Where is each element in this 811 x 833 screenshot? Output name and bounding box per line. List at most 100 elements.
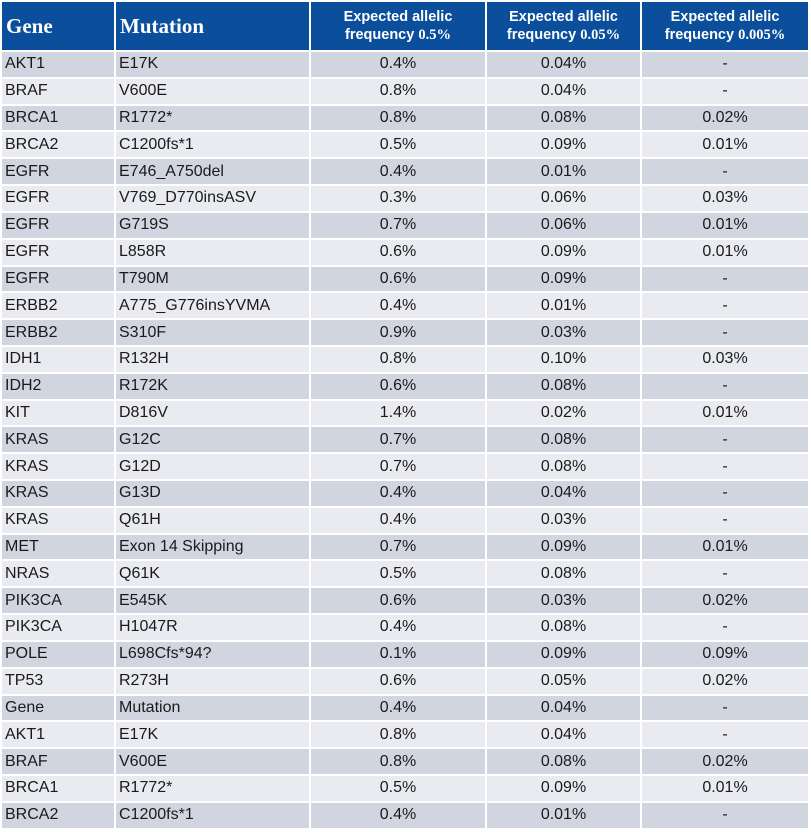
freq-0005-cell: 0.03% [640, 344, 810, 374]
table-row: BRAF V600E 0.8% 0.08% 0.02% [0, 747, 810, 776]
table-row: KRAS G12D 0.7% 0.08% - [0, 452, 810, 481]
table-row: KIT D816V 1.4% 0.02% 0.01% [0, 398, 810, 428]
gene-cell: KIT [0, 398, 116, 428]
header-freq-value: 0.5% [418, 27, 451, 43]
freq-05-cell: 0.6% [309, 371, 487, 401]
freq-0005-cell: - [640, 318, 810, 347]
header-freq-value: 0.005% [738, 27, 786, 43]
mutation-cell: Q61K [114, 559, 311, 589]
freq-005-cell: 0.08% [485, 747, 642, 776]
table-row: PIK3CA H1047R 0.4% 0.08% - [0, 613, 810, 642]
freq-05-cell: 0.7% [309, 425, 487, 455]
table-row: EGFR E746_A750del 0.4% 0.01% - [0, 157, 810, 187]
mutation-cell: R1772* [114, 103, 311, 133]
gene-cell: ERBB2 [0, 291, 116, 321]
freq-05-cell: 0.4% [309, 479, 487, 508]
mutation-cell: V769_D770insASV [114, 184, 311, 213]
freq-05-cell: 0.3% [309, 184, 487, 213]
freq-0005-cell: - [640, 76, 810, 106]
freq-05-cell: 0.8% [309, 76, 487, 106]
freq-0005-cell: 0.01% [640, 398, 810, 428]
gene-cell: BRCA2 [0, 130, 116, 160]
freq-05-cell: 0.6% [309, 264, 487, 294]
table-body: AKT1 E17K 0.4% 0.04% - BRAF V600E 0.8% 0.04% - BRC… [0, 50, 810, 831]
freq-005-cell: 0.01% [485, 291, 642, 321]
table-row: KRAS G12C 0.7% 0.08% - [0, 425, 810, 455]
table-row: BRCA2 C1200fs*1 0.4% 0.01% - [0, 800, 810, 831]
table-row: AKT1 E17K 0.8% 0.04% - [0, 720, 810, 750]
freq-005-cell: 0.09% [485, 639, 642, 669]
table-row: MET Exon 14 Skipping 0.7% 0.09% 0.01% [0, 532, 810, 562]
mutation-cell: E17K [114, 720, 311, 750]
freq-005-cell: 0.10% [485, 344, 642, 374]
gene-cell: IDH1 [0, 344, 116, 374]
header-freq-label: Expected allelic [343, 9, 453, 25]
freq-0005-cell: - [640, 157, 810, 187]
freq-0005-cell: 0.03% [640, 184, 810, 213]
freq-05-cell: 0.4% [309, 291, 487, 321]
header-freq-0005: Expected allelic frequency 0.005% [640, 0, 810, 52]
freq-0005-cell: - [640, 291, 810, 321]
table-row: ERBB2 A775_G776insYVMA 0.4% 0.01% - [0, 291, 810, 321]
header-freq-word: frequency [664, 27, 735, 43]
gene-cell: BRCA2 [0, 800, 116, 831]
mutation-cell: T790M [114, 264, 311, 294]
table-row: EGFR V769_D770insASV 0.3% 0.06% 0.03% [0, 184, 810, 213]
freq-0005-cell: 0.02% [640, 747, 810, 776]
freq-0005-cell: - [640, 559, 810, 589]
freq-05-cell: 0.5% [309, 559, 487, 589]
mutation-cell: R132H [114, 344, 311, 374]
freq-05-cell: 0.4% [309, 693, 487, 723]
gene-cell: PIK3CA [0, 613, 116, 642]
freq-0005-cell: - [640, 371, 810, 401]
table-row: IDH1 R132H 0.8% 0.10% 0.03% [0, 344, 810, 374]
freq-05-cell: 0.5% [309, 130, 487, 160]
mutation-cell: G13D [114, 479, 311, 508]
freq-05-cell: 0.8% [309, 747, 487, 776]
gene-cell: NRAS [0, 559, 116, 589]
mutation-cell: E17K [114, 50, 311, 79]
freq-0005-cell: 0.02% [640, 666, 810, 696]
header-row: Gene Mutation Expected allelic frequency… [0, 0, 810, 52]
freq-05-cell: 0.7% [309, 452, 487, 481]
freq-0005-cell: 0.02% [640, 586, 810, 616]
gene-cell: ERBB2 [0, 318, 116, 347]
mutation-cell: E746_A750del [114, 157, 311, 187]
freq-0005-cell: 0.09% [640, 639, 810, 669]
freq-05-cell: 0.8% [309, 103, 487, 133]
freq-05-cell: 0.8% [309, 344, 487, 374]
header-freq-word: frequency [345, 27, 415, 43]
table-row: EGFR T790M 0.6% 0.09% - [0, 264, 810, 294]
freq-05-cell: 0.6% [309, 237, 487, 267]
mutation-cell: A775_G776insYVMA [114, 291, 311, 321]
mutation-cell: G12D [114, 452, 311, 481]
freq-005-cell: 0.02% [485, 398, 642, 428]
mutation-cell: D816V [114, 398, 311, 428]
header-gene: Gene [0, 0, 116, 52]
table-row: BRCA1 R1772* 0.8% 0.08% 0.02% [0, 103, 810, 133]
mutation-cell: Mutation [114, 693, 311, 723]
mutation-cell: G719S [114, 210, 311, 240]
freq-05-cell: 0.7% [309, 210, 487, 240]
freq-005-cell: 0.09% [485, 532, 642, 562]
freq-0005-cell: - [640, 693, 810, 723]
freq-0005-cell: 0.01% [640, 532, 810, 562]
freq-005-cell: 0.04% [485, 76, 642, 106]
freq-05-cell: 0.5% [309, 773, 487, 803]
freq-005-cell: 0.04% [485, 720, 642, 750]
mutation-cell: C1200fs*1 [114, 130, 311, 160]
table-row: BRCA1 R1772* 0.5% 0.09% 0.01% [0, 773, 810, 803]
mutation-cell: Exon 14 Skipping [114, 532, 311, 562]
mutation-cell: R172K [114, 371, 311, 401]
mutation-cell: G12C [114, 425, 311, 455]
mutation-cell: C1200fs*1 [114, 800, 311, 831]
freq-005-cell: 0.04% [485, 479, 642, 508]
freq-05-cell: 0.7% [309, 532, 487, 562]
gene-cell: EGFR [0, 157, 116, 187]
gene-cell: BRCA1 [0, 103, 116, 133]
mutation-cell: H1047R [114, 613, 311, 642]
freq-005-cell: 0.08% [485, 371, 642, 401]
freq-005-cell: 0.09% [485, 130, 642, 160]
freq-05-cell: 0.9% [309, 318, 487, 347]
table-row: ERBB2 S310F 0.9% 0.03% - [0, 318, 810, 347]
